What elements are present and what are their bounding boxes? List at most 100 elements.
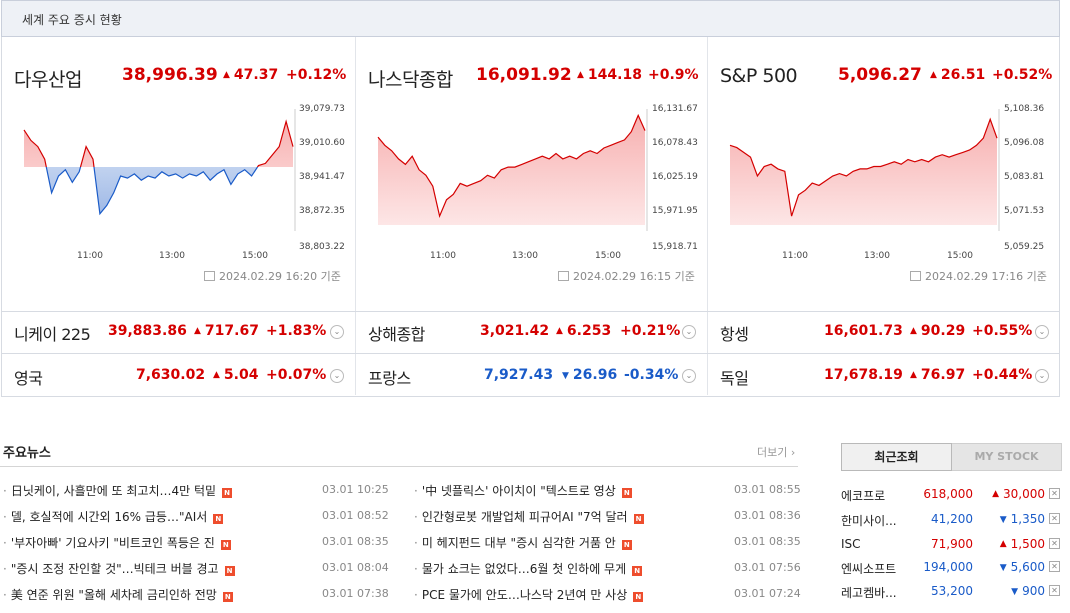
index-change: 90.29 <box>910 323 965 339</box>
y-tick: 16,025.19 <box>652 172 698 182</box>
chart-area <box>730 119 997 225</box>
index-value: 39,883.86 <box>108 323 187 339</box>
index-percent: +0.9% <box>648 67 699 83</box>
news-time: 03.01 08:36 <box>734 509 801 522</box>
tab-mystock[interactable]: MY STOCK <box>952 443 1062 471</box>
new-badge: N <box>633 592 644 602</box>
index-value: 5,096.27 <box>838 65 922 85</box>
index-name: 상해종합 <box>368 325 425 344</box>
index-percent: +1.83% <box>266 323 327 339</box>
news-item[interactable]: 日닛케이, 사흘만에 또 최고치…4만 턱밑N <box>3 482 233 499</box>
index-name: S&P 500 <box>720 65 798 87</box>
series-line-down <box>45 167 259 216</box>
stock-price: 53,200 <box>931 584 973 598</box>
y-tick: 5,096.08 <box>1004 138 1045 148</box>
stock-name[interactable]: 엔씨소프트 <box>841 562 897 576</box>
y-tick: 16,078.43 <box>652 138 698 148</box>
series-line <box>729 117 998 217</box>
series-line <box>377 113 646 219</box>
index-name: 항셍 <box>720 325 749 344</box>
news-item[interactable]: PCE 물가에 안도…나스닥 2년여 만 사상N <box>414 586 644 603</box>
calendar-icon <box>910 271 921 281</box>
new-badge: N <box>621 540 632 550</box>
stock-name[interactable]: 한미사이... <box>841 514 897 528</box>
close-icon[interactable]: ✕ <box>1049 488 1060 499</box>
news-item[interactable]: '中 넷플릭스' 아이치이 "텍스트로 영상N <box>414 482 632 499</box>
x-tick: 13:00 <box>512 251 538 261</box>
timestamp: 2024.02.29 16:15 기준 <box>558 268 695 284</box>
stock-price: 41,200 <box>931 512 973 526</box>
chevron-down-icon[interactable]: ⌄ <box>330 369 344 383</box>
y-tick: 38,941.47 <box>299 172 345 182</box>
chevron-down-icon[interactable]: ⌄ <box>682 325 696 339</box>
index-value: 17,678.19 <box>824 367 903 383</box>
news-title: 주요뉴스 <box>3 446 51 461</box>
x-tick: 13:00 <box>159 251 185 261</box>
index-value: 7,927.43 <box>484 367 554 383</box>
index-percent: +0.07% <box>266 367 327 383</box>
news-item[interactable]: "증시 조정 잔인할 것"…빅테크 버블 경고N <box>3 560 235 577</box>
index-change: 26.96 <box>562 367 617 383</box>
news-time: 03.01 08:52 <box>322 509 389 522</box>
close-icon[interactable]: ✕ <box>1049 561 1060 572</box>
stock-name[interactable]: ISC <box>841 537 861 551</box>
stock-name[interactable]: 레고켐바... <box>841 586 897 600</box>
index-value: 16,601.73 <box>824 323 903 339</box>
index-name: 나스닥종합 <box>368 69 453 91</box>
news-time: 03.01 08:35 <box>734 535 801 548</box>
close-icon[interactable]: ✕ <box>1049 513 1060 524</box>
index-value: 3,021.42 <box>480 323 550 339</box>
index-change: 26.51 <box>930 67 985 83</box>
section-title: 세계 주요 증시 현황 <box>22 13 122 27</box>
index-change: 76.97 <box>910 367 965 383</box>
chart-area <box>378 115 645 225</box>
chevron-down-icon[interactable]: ⌄ <box>1035 325 1049 339</box>
news-time: 03.01 08:55 <box>734 483 801 496</box>
news-time: 03.01 10:25 <box>322 483 389 496</box>
tab-recent[interactable]: 최근조회 <box>841 443 952 471</box>
stock-change: 1,500 <box>975 537 1045 551</box>
index-name: 니케이 225 <box>14 325 91 344</box>
index-percent: -0.34% <box>624 367 679 383</box>
index-change: 5.04 <box>213 367 259 383</box>
x-tick: 13:00 <box>864 251 890 261</box>
stock-change: 30,000 <box>975 487 1045 501</box>
y-tick: 39,079.73 <box>299 104 345 114</box>
news-item[interactable]: 물가 쇼크는 없었다…6월 첫 인하에 무게N <box>414 560 643 577</box>
news-item[interactable]: 미 헤지펀드 대부 "증시 심각한 거품 안N <box>414 534 632 551</box>
x-tick: 15:00 <box>947 251 973 261</box>
stock-price: 71,900 <box>931 537 973 551</box>
news-item[interactable]: 인간형로봇 개발업체 피규어AI "7억 달러N <box>414 508 644 525</box>
new-badge: N <box>222 592 233 602</box>
timestamp: 2024.02.29 17:16 기준 <box>910 268 1047 284</box>
news-time: 03.01 08:35 <box>322 535 389 548</box>
y-tick: 38,872.35 <box>299 206 345 216</box>
close-icon[interactable]: ✕ <box>1049 538 1060 549</box>
news-item[interactable]: '부자아빠' 기요사키 "비트코인 폭등은 진N <box>3 534 231 551</box>
index-chart <box>729 109 1000 231</box>
index-chart <box>23 109 296 231</box>
chevron-down-icon[interactable]: ⌄ <box>330 325 344 339</box>
stock-name[interactable]: 에코프로 <box>841 489 886 503</box>
index-change: 144.18 <box>577 67 642 83</box>
news-more-link[interactable]: 더보기 › <box>757 446 796 459</box>
y-tick: 5,083.81 <box>1004 172 1045 182</box>
close-icon[interactable]: ✕ <box>1049 585 1060 596</box>
news-item[interactable]: 美 연준 위원 "올해 세차례 금리인하 전망N <box>3 586 233 603</box>
news-time: 03.01 07:56 <box>734 561 801 574</box>
new-badge: N <box>633 514 644 524</box>
index-value: 7,630.02 <box>136 367 206 383</box>
timestamp: 2024.02.29 16:20 기준 <box>204 268 341 284</box>
index-name: 프랑스 <box>368 369 411 388</box>
index-percent: +0.21% <box>620 323 681 339</box>
new-badge: N <box>213 514 224 524</box>
chevron-down-icon[interactable]: ⌄ <box>1035 369 1049 383</box>
chevron-down-icon[interactable]: ⌄ <box>682 369 696 383</box>
new-badge: N <box>224 566 235 576</box>
calendar-icon <box>204 271 215 281</box>
x-tick: 11:00 <box>77 251 103 261</box>
news-time: 03.01 08:04 <box>322 561 389 574</box>
chart-area-down <box>24 167 293 214</box>
news-time: 03.01 07:38 <box>322 587 389 600</box>
